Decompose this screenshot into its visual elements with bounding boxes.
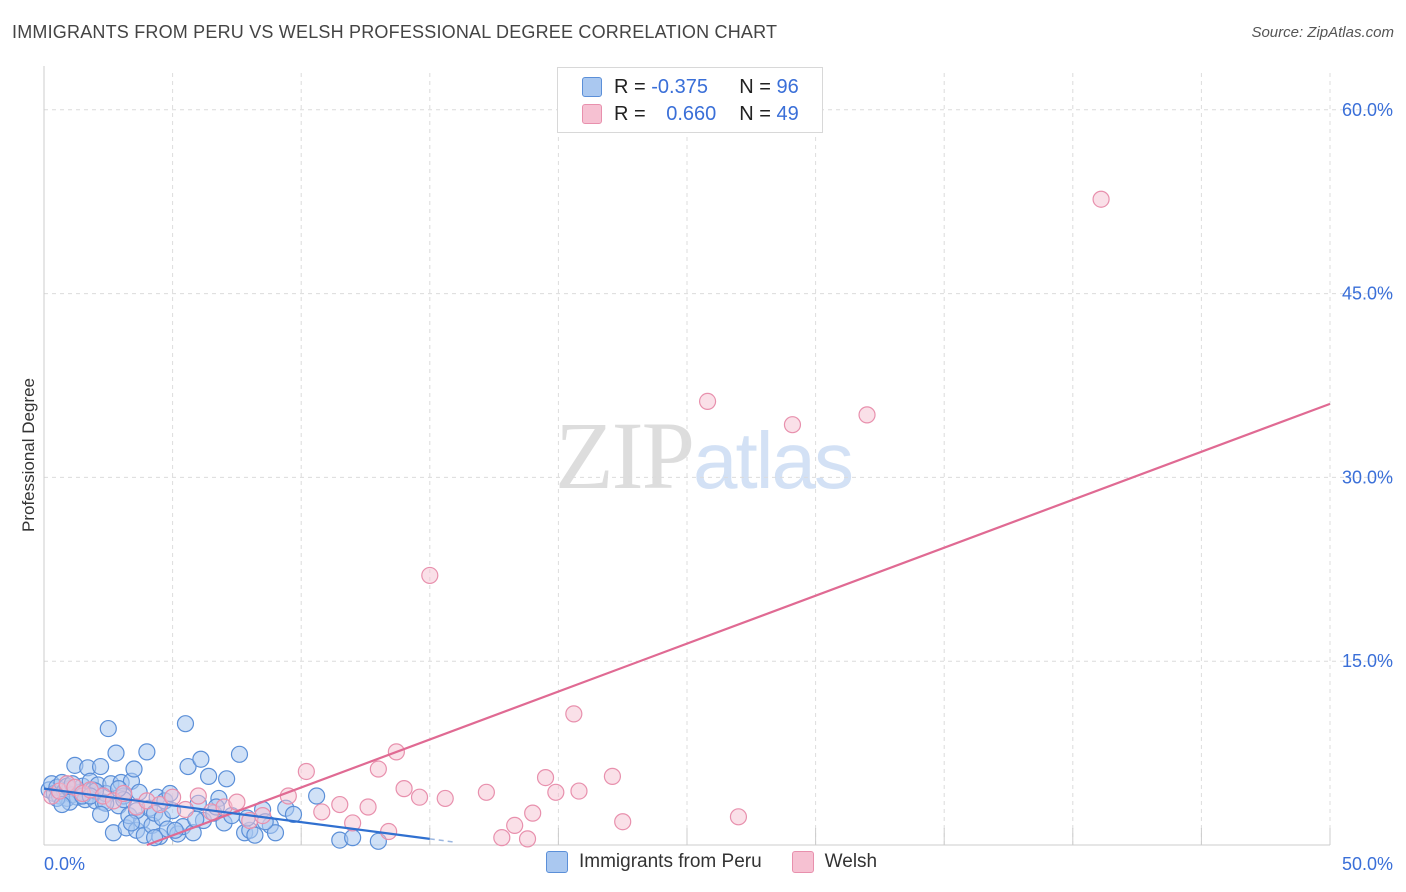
- welsh-point: [380, 822, 398, 841]
- peru-trend-line: [43, 787, 430, 840]
- welsh-point: [603, 767, 622, 785]
- y-tick-label: 30.0%: [1342, 467, 1393, 487]
- chart-title: IMMIGRANTS FROM PERU VS WELSH PROFESSION…: [12, 22, 778, 42]
- welsh-point: [228, 793, 246, 811]
- welsh-point: [1092, 190, 1110, 208]
- welsh-point: [410, 788, 429, 806]
- watermark-atlas: atlas: [693, 416, 854, 505]
- legend-peru-label: Immigrants from Peru: [579, 851, 762, 872]
- welsh-point: [421, 566, 439, 585]
- welsh-point: [729, 808, 748, 826]
- peru-point: [99, 719, 117, 738]
- welsh-trend-line: [146, 402, 1331, 847]
- welsh-swatch: [582, 104, 602, 124]
- peru-point: [218, 770, 236, 788]
- legend-item-peru: Immigrants from Peru: [546, 851, 762, 873]
- peru-point: [344, 829, 362, 847]
- legend-peru-swatch: [546, 851, 568, 873]
- welsh-point: [297, 762, 315, 781]
- welsh-point: [331, 795, 349, 814]
- welsh-point: [565, 705, 583, 723]
- welsh-point: [493, 829, 511, 847]
- welsh-point: [547, 783, 565, 801]
- welsh-point: [189, 787, 207, 805]
- legend-row-welsh: R = 0.660 N = 49: [582, 100, 799, 128]
- welsh-point: [536, 769, 555, 787]
- peru-point: [308, 787, 326, 805]
- welsh-point: [369, 760, 387, 778]
- peru-n-value: 96: [776, 75, 799, 98]
- welsh-point: [164, 788, 182, 806]
- axis-labels: 15.0% 30.0% 45.0% 60.0% 0.0% 50.0% Professiona…: [19, 100, 1393, 874]
- legend-row-peru: R = -0.375 N = 96: [582, 73, 799, 101]
- welsh-point: [436, 789, 454, 808]
- series-legend: Immigrants from Peru Welsh: [546, 851, 907, 873]
- welsh-point: [313, 803, 331, 821]
- peru-n-label: N =: [739, 75, 777, 98]
- welsh-point: [858, 406, 876, 424]
- welsh-points: [43, 190, 1110, 848]
- peru-point: [107, 744, 125, 762]
- welsh-point: [524, 804, 542, 822]
- welsh-point: [477, 783, 495, 801]
- grid-lines: [44, 73, 1392, 845]
- peru-trend-extension: [429, 838, 456, 843]
- welsh-n-value: 49: [776, 102, 799, 125]
- watermark-zip: ZIP: [555, 402, 695, 509]
- legend-item-welsh: Welsh: [791, 851, 878, 873]
- peru-point: [122, 814, 141, 832]
- peru-point: [284, 805, 303, 823]
- welsh-point: [698, 392, 717, 411]
- legend-welsh-swatch: [791, 851, 814, 873]
- y-tick-label: 60.0%: [1342, 100, 1393, 120]
- peru-point: [138, 743, 156, 761]
- watermark: ZIPatlas: [555, 400, 854, 511]
- welsh-r-value: 0.660: [666, 102, 717, 125]
- x-tick-label: 50.0%: [1342, 854, 1393, 874]
- legend-welsh-label: Welsh: [824, 851, 878, 872]
- correlation-legend: R = -0.375 N = 96 R = 0.660 N = 49: [557, 67, 823, 133]
- welsh-point: [359, 798, 377, 816]
- welsh-point: [506, 816, 524, 834]
- axes: [43, 66, 1331, 846]
- welsh-point: [176, 800, 195, 819]
- welsh-point: [614, 813, 632, 831]
- welsh-r-label: R =: [614, 102, 652, 125]
- peru-point: [200, 767, 218, 785]
- peru-point: [230, 745, 249, 763]
- welsh-point: [518, 830, 537, 848]
- peru-r-label: R =: [614, 75, 652, 98]
- peru-point: [246, 826, 264, 844]
- x-tick-label: 0.0%: [44, 854, 85, 874]
- peru-point: [125, 760, 143, 778]
- y-tick-label: 45.0%: [1342, 284, 1393, 304]
- welsh-point: [344, 814, 362, 832]
- peru-point: [91, 805, 110, 823]
- welsh-n-label: N =: [739, 102, 777, 125]
- welsh-point: [570, 782, 588, 800]
- peru-r-value: -0.375: [651, 75, 708, 98]
- trend-lines: [43, 402, 1331, 847]
- y-axis-title: Professional Degree: [19, 378, 38, 532]
- peru-point: [176, 715, 195, 733]
- peru-swatch: [582, 77, 602, 97]
- peru-point: [91, 757, 110, 776]
- y-tick-label: 15.0%: [1342, 651, 1393, 671]
- peru-point: [192, 750, 210, 768]
- welsh-point: [783, 416, 802, 434]
- peru-point: [179, 757, 197, 776]
- peru-point: [266, 824, 285, 842]
- welsh-point: [395, 780, 413, 798]
- source-label: Source: ZipAtlas.com: [1251, 24, 1394, 41]
